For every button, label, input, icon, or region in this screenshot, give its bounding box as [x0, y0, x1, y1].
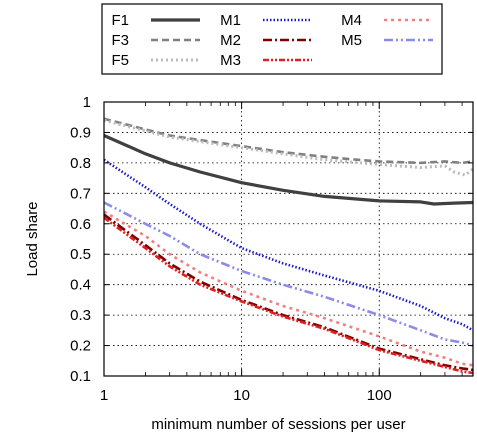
y-tick-label: 0.6	[70, 216, 91, 233]
axis-ticks: 0.1 0.2 0.3 0.4 0.5 0.6 0.7 0.8 0.9 1 1 10 100	[70, 94, 473, 404]
series-line-m2	[103, 213, 474, 372]
y-tick-label: 0.8	[70, 155, 91, 172]
y-axis-label: Load share	[24, 201, 41, 276]
legend: F1 F3 F5 M1 M2 M3 M4 M5	[101, 3, 443, 75]
legend-label-f5: F5	[111, 52, 129, 69]
plot-frame	[103, 101, 474, 377]
legend-label-f3: F3	[111, 32, 129, 49]
y-tick-label: 0.9	[70, 124, 91, 141]
series-line-m4	[103, 210, 474, 367]
legend-label-m4: M4	[341, 12, 362, 29]
series-line-f1	[103, 134, 474, 206]
series-line-m3	[103, 216, 474, 375]
legend-label-m2: M2	[220, 32, 241, 49]
legend-label-f1: F1	[111, 12, 129, 29]
series-layer	[103, 117, 474, 375]
series-line-m5	[103, 201, 474, 347]
legend-label-m5: M5	[341, 32, 362, 49]
x-tick-label: 1	[100, 387, 108, 404]
series-line-f5	[103, 118, 474, 177]
series-line-f3	[103, 117, 474, 165]
legend-label-m3: M3	[220, 52, 241, 69]
y-tick-label: 0.2	[70, 338, 91, 355]
y-tick-label: 0.5	[70, 246, 91, 263]
y-tick-label: 0.3	[70, 307, 91, 324]
x-tick-label: 100	[367, 387, 392, 404]
x-axis-label: minimum number of sessions per user	[151, 416, 405, 433]
series-line-m1	[103, 158, 474, 332]
y-tick-label: 1	[83, 94, 91, 111]
y-tick-label: 0.1	[70, 368, 91, 385]
grid-layer	[104, 102, 473, 376]
legend-label-m1: M1	[220, 12, 241, 29]
y-tick-label: 0.7	[70, 185, 91, 202]
y-tick-label: 0.4	[70, 277, 91, 294]
x-tick-label: 10	[233, 387, 250, 404]
